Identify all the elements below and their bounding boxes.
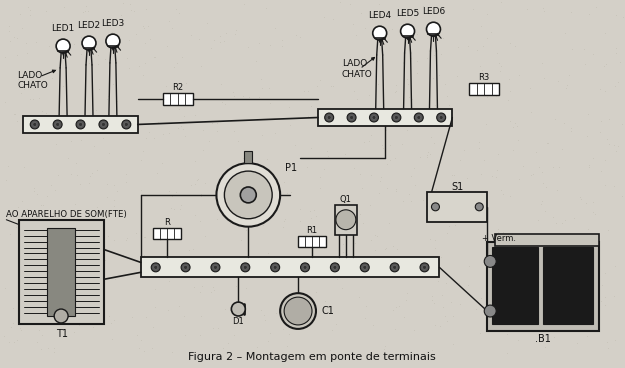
Circle shape <box>414 113 423 122</box>
Bar <box>488 241 599 331</box>
Circle shape <box>214 265 218 269</box>
Circle shape <box>392 265 397 269</box>
Text: .B1: .B1 <box>535 334 551 344</box>
Circle shape <box>362 265 367 269</box>
Circle shape <box>101 123 106 127</box>
Circle shape <box>336 210 356 230</box>
Circle shape <box>56 39 70 53</box>
Circle shape <box>284 297 312 325</box>
Bar <box>152 228 181 238</box>
Circle shape <box>360 263 369 272</box>
Bar <box>428 192 488 222</box>
Circle shape <box>331 263 339 272</box>
Circle shape <box>79 123 82 127</box>
Circle shape <box>30 120 39 129</box>
Circle shape <box>243 265 248 269</box>
Text: AO APARELHO DE SOM(FTE): AO APARELHO DE SOM(FTE) <box>6 210 127 219</box>
Text: T1: T1 <box>56 329 68 339</box>
Circle shape <box>422 265 426 269</box>
Circle shape <box>437 113 446 122</box>
Circle shape <box>484 255 496 268</box>
Circle shape <box>417 116 421 120</box>
Bar <box>244 151 252 163</box>
Circle shape <box>392 113 401 122</box>
Circle shape <box>401 24 414 38</box>
Bar <box>162 93 192 105</box>
Text: R3: R3 <box>479 73 490 82</box>
Text: D1: D1 <box>232 318 244 326</box>
Circle shape <box>231 302 245 316</box>
Circle shape <box>181 263 190 272</box>
Circle shape <box>333 265 337 269</box>
Text: LED1: LED1 <box>51 24 75 33</box>
Circle shape <box>484 305 496 317</box>
Text: +: + <box>286 301 295 311</box>
Circle shape <box>53 120 62 129</box>
Text: Figura 2 – Montagem em ponte de terminais: Figura 2 – Montagem em ponte de terminai… <box>188 352 436 362</box>
Circle shape <box>54 309 68 323</box>
Bar <box>335 205 357 235</box>
Bar <box>469 83 499 95</box>
Bar <box>23 116 138 133</box>
Bar <box>141 258 439 277</box>
Circle shape <box>216 163 280 227</box>
Circle shape <box>426 22 441 36</box>
Text: LED6: LED6 <box>422 7 445 16</box>
Circle shape <box>211 263 220 272</box>
Circle shape <box>347 113 356 122</box>
Circle shape <box>349 116 354 120</box>
Circle shape <box>439 116 443 120</box>
Circle shape <box>280 293 316 329</box>
Text: R: R <box>164 218 169 227</box>
Circle shape <box>32 123 37 127</box>
Text: + Verm.: + Verm. <box>482 234 516 243</box>
Circle shape <box>372 26 387 40</box>
Circle shape <box>122 120 131 129</box>
Circle shape <box>56 123 59 127</box>
Text: LED5: LED5 <box>396 9 419 18</box>
Circle shape <box>184 265 188 269</box>
Circle shape <box>124 123 128 127</box>
Bar <box>318 109 452 127</box>
Text: LED2: LED2 <box>78 21 101 30</box>
Circle shape <box>475 203 483 211</box>
Text: LED3: LED3 <box>101 19 124 28</box>
Circle shape <box>224 171 272 219</box>
Text: C1: C1 <box>322 306 335 316</box>
Circle shape <box>420 263 429 272</box>
Text: P1: P1 <box>285 163 298 173</box>
Circle shape <box>106 34 120 48</box>
Bar <box>298 236 326 247</box>
Circle shape <box>431 203 439 211</box>
Circle shape <box>151 263 160 272</box>
Circle shape <box>303 265 307 269</box>
Circle shape <box>99 120 108 129</box>
Bar <box>495 234 599 245</box>
Bar <box>492 247 538 324</box>
Text: S1: S1 <box>451 182 464 192</box>
Text: R2: R2 <box>172 83 183 92</box>
Circle shape <box>76 120 85 129</box>
Text: R1: R1 <box>306 226 318 235</box>
Bar <box>47 228 75 316</box>
Circle shape <box>390 263 399 272</box>
Circle shape <box>301 263 309 272</box>
Circle shape <box>325 113 334 122</box>
Text: LADO
CHATO: LADO CHATO <box>342 59 372 79</box>
Circle shape <box>273 265 277 269</box>
Circle shape <box>82 36 96 50</box>
Text: Q1: Q1 <box>340 195 352 204</box>
Bar <box>19 220 104 324</box>
Circle shape <box>372 116 376 120</box>
Circle shape <box>154 265 158 269</box>
Circle shape <box>271 263 279 272</box>
Circle shape <box>241 263 250 272</box>
Circle shape <box>241 187 256 203</box>
Bar <box>543 247 592 324</box>
Circle shape <box>369 113 379 122</box>
Text: LADO
CHATO: LADO CHATO <box>18 71 48 91</box>
Text: LED4: LED4 <box>368 11 391 20</box>
Circle shape <box>327 116 331 120</box>
Circle shape <box>394 116 398 120</box>
